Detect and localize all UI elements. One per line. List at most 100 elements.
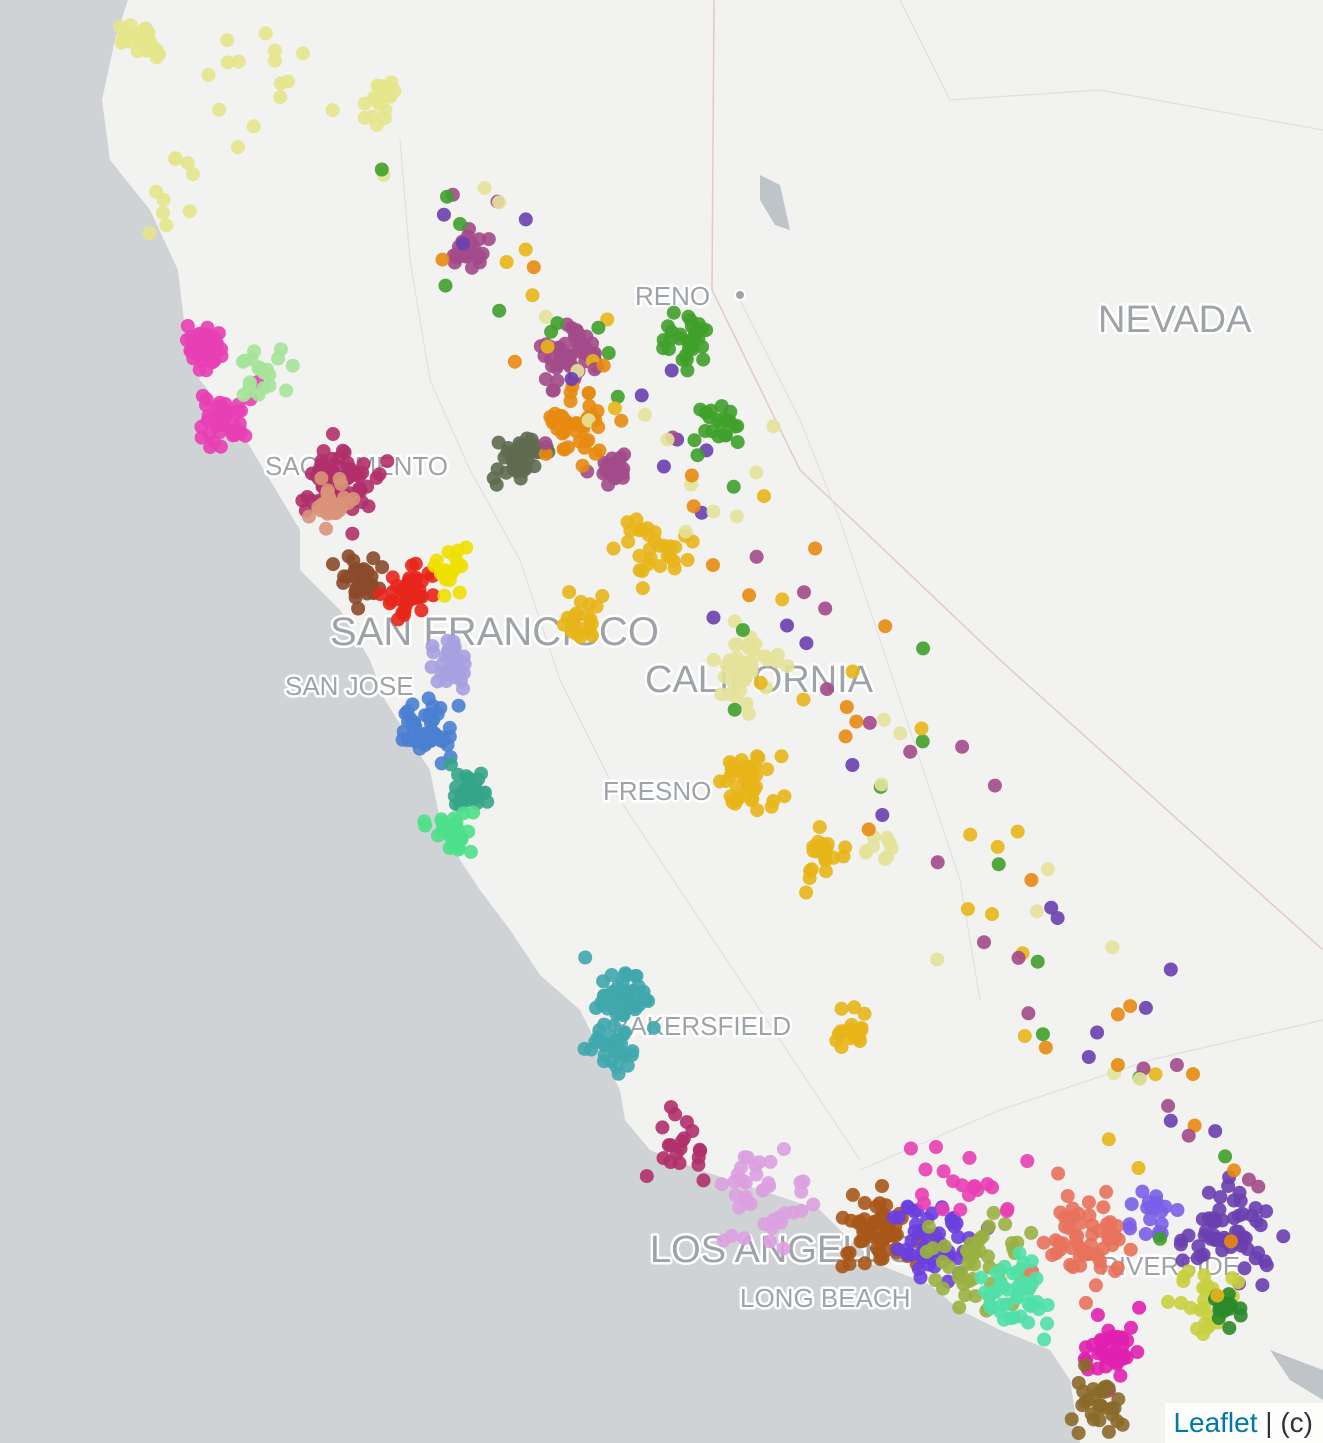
point-marker — [1081, 1195, 1096, 1210]
point-marker — [936, 1164, 951, 1179]
point-marker — [951, 1230, 966, 1245]
point-marker — [581, 433, 596, 448]
point-marker — [632, 548, 647, 563]
point-marker — [601, 477, 616, 492]
point-marker — [722, 687, 737, 702]
point-marker — [1090, 1247, 1105, 1262]
point-marker — [195, 388, 210, 403]
point-marker — [332, 503, 347, 518]
point-marker — [518, 212, 533, 227]
point-marker — [573, 594, 588, 609]
point-marker — [581, 386, 596, 401]
point-marker — [198, 332, 213, 347]
point-marker — [735, 623, 750, 638]
point-marker — [441, 545, 456, 559]
point-marker — [999, 1204, 1014, 1218]
point-marker — [1052, 1235, 1067, 1250]
point-marker — [1213, 1190, 1228, 1205]
point-marker — [786, 1205, 801, 1220]
point-marker — [507, 354, 522, 369]
point-marker — [685, 534, 700, 549]
point-marker — [258, 26, 273, 41]
point-marker — [937, 1239, 952, 1254]
point-marker — [849, 714, 864, 729]
point-marker — [604, 968, 619, 982]
point-marker — [326, 427, 340, 441]
point-marker — [491, 435, 506, 450]
point-marker — [325, 103, 340, 118]
point-marker — [755, 1183, 770, 1198]
point-marker — [1212, 1302, 1227, 1317]
point-marker — [652, 538, 667, 553]
point-marker — [489, 477, 504, 492]
point-marker — [1105, 940, 1120, 955]
point-marker — [698, 424, 713, 438]
point-marker — [168, 151, 183, 166]
point-marker — [563, 394, 578, 409]
point-marker — [558, 336, 573, 351]
point-marker — [676, 1131, 691, 1146]
point-marker — [1122, 1217, 1137, 1232]
point-marker — [1244, 1208, 1259, 1223]
point-marker — [834, 1001, 849, 1016]
point-marker — [1110, 1007, 1125, 1022]
point-marker — [743, 660, 758, 675]
point-marker — [1259, 1204, 1274, 1219]
point-marker — [639, 1169, 654, 1184]
point-marker — [397, 608, 411, 622]
point-marker — [1037, 1332, 1052, 1347]
point-marker — [990, 839, 1005, 854]
point-marker — [605, 458, 620, 473]
point-marker — [1090, 1361, 1105, 1376]
point-marker — [1081, 1050, 1096, 1064]
point-marker — [722, 414, 737, 429]
point-marker — [706, 558, 720, 573]
point-marker — [664, 363, 679, 378]
point-marker — [1093, 1384, 1108, 1399]
point-marker — [262, 378, 277, 393]
point-marker — [220, 55, 235, 70]
point-marker — [1021, 1006, 1036, 1021]
point-marker — [775, 592, 790, 607]
point-marker — [435, 252, 450, 267]
point-marker — [748, 768, 763, 783]
point-marker — [1208, 1124, 1223, 1139]
point-marker — [750, 803, 765, 818]
point-marker — [985, 1180, 1000, 1195]
point-marker — [1029, 1271, 1044, 1286]
point-marker — [459, 790, 474, 805]
point-marker — [421, 691, 436, 706]
point-marker — [1101, 1424, 1116, 1439]
point-marker — [456, 236, 470, 251]
attribution-text: | (c) — [1265, 1407, 1313, 1438]
point-marker — [355, 465, 370, 480]
point-marker — [357, 110, 372, 125]
point-marker — [904, 1247, 919, 1262]
leaflet-link[interactable]: Leaflet — [1173, 1407, 1258, 1438]
point-marker — [525, 288, 540, 303]
point-marker — [915, 734, 930, 749]
point-marker — [1241, 1172, 1256, 1187]
point-marker — [600, 1001, 615, 1016]
point-marker — [1131, 1161, 1146, 1175]
point-marker — [435, 814, 450, 829]
point-marker — [909, 1217, 923, 1232]
point-marker — [874, 777, 889, 792]
point-marker — [451, 842, 466, 857]
point-marker — [246, 119, 261, 134]
point-marker — [453, 217, 467, 231]
point-marker — [684, 468, 699, 483]
point-marker — [550, 373, 565, 388]
point-marker — [749, 549, 764, 564]
point-marker — [953, 1202, 968, 1217]
point-marker — [471, 250, 486, 265]
point-marker — [988, 1284, 1003, 1299]
point-marker — [857, 1006, 872, 1021]
point-marker — [555, 352, 570, 367]
point-marker — [862, 715, 877, 730]
point-marker — [538, 372, 553, 387]
point-marker — [903, 744, 918, 759]
point-marker — [1105, 1238, 1120, 1252]
point-marker — [780, 618, 794, 633]
